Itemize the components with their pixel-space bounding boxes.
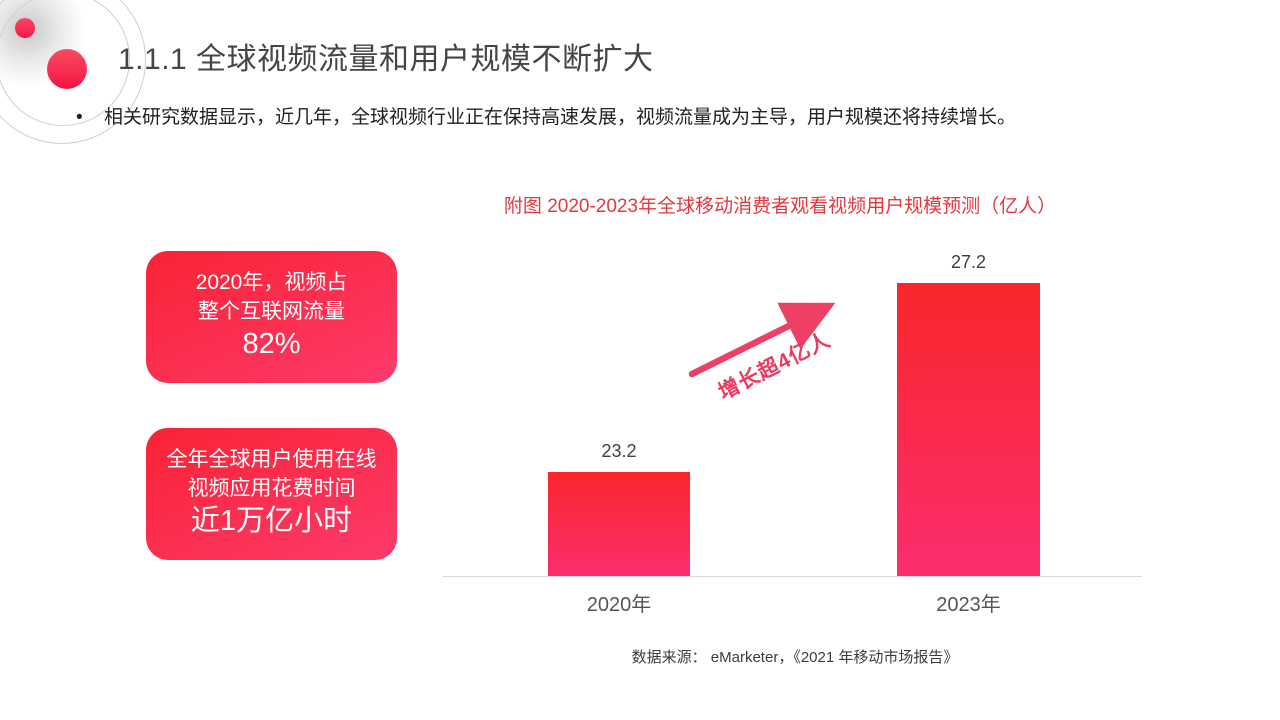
bar-2020: [548, 472, 690, 576]
bullet-text: 相关研究数据显示，近几年，全球视频行业正在保持高速发展，视频流量成为主导，用户规…: [104, 107, 1017, 128]
highlight-box2-figure: 近1万亿小时: [190, 505, 353, 537]
corner-glow-decoration: [0, 0, 88, 90]
bar-value-label-2023: 27.2: [950, 252, 987, 272]
highlight-box2-line1: 全年全球用户使用在线: [166, 448, 377, 471]
highlight-box2-line2: 视频应用花费时间: [187, 477, 356, 500]
data-source-note: 数据来源： eMarketer，《2021 年移动市场报告》: [631, 649, 959, 666]
highlight-box1-line1: 2020年，视频占: [195, 271, 348, 294]
bar-value-label-2020: 23.2: [601, 441, 637, 461]
bullet-paragraph: • 相关研究数据显示，近几年，全球视频行业正在保持高速发展，视频流量成为主导，用…: [76, 105, 1016, 131]
bar-group-2023: 27.2: [897, 252, 1040, 576]
slide-title: 1.1.1 全球视频流量和用户规模不断扩大: [118, 43, 654, 76]
bar-chart-plot-area: 23.2 27.2: [443, 217, 1142, 577]
bullet-marker: •: [76, 107, 83, 128]
chart-title: 附图 2020-2023年全球移动消费者观看视频用户规模预测（亿人）: [503, 196, 1057, 217]
bar-group-2020: 23.2: [548, 441, 690, 576]
x-axis-label-2023: 2023年: [936, 594, 1001, 616]
bar-2023: [897, 283, 1040, 576]
small-circle-decoration: [15, 18, 35, 38]
growth-arrow-icon: [688, 302, 836, 378]
highlight-box-internet-traffic: 2020年，视频占 整个互联网流量 82%: [146, 251, 397, 383]
highlight-box-watch-time: 全年全球用户使用在线 视频应用花费时间 近1万亿小时: [146, 428, 397, 560]
x-axis-label-2020: 2020年: [586, 594, 652, 616]
big-circle-decoration: [47, 49, 87, 89]
highlight-box1-figure: 82%: [242, 328, 301, 360]
highlight-box1-line2: 整个互联网流量: [198, 300, 345, 323]
